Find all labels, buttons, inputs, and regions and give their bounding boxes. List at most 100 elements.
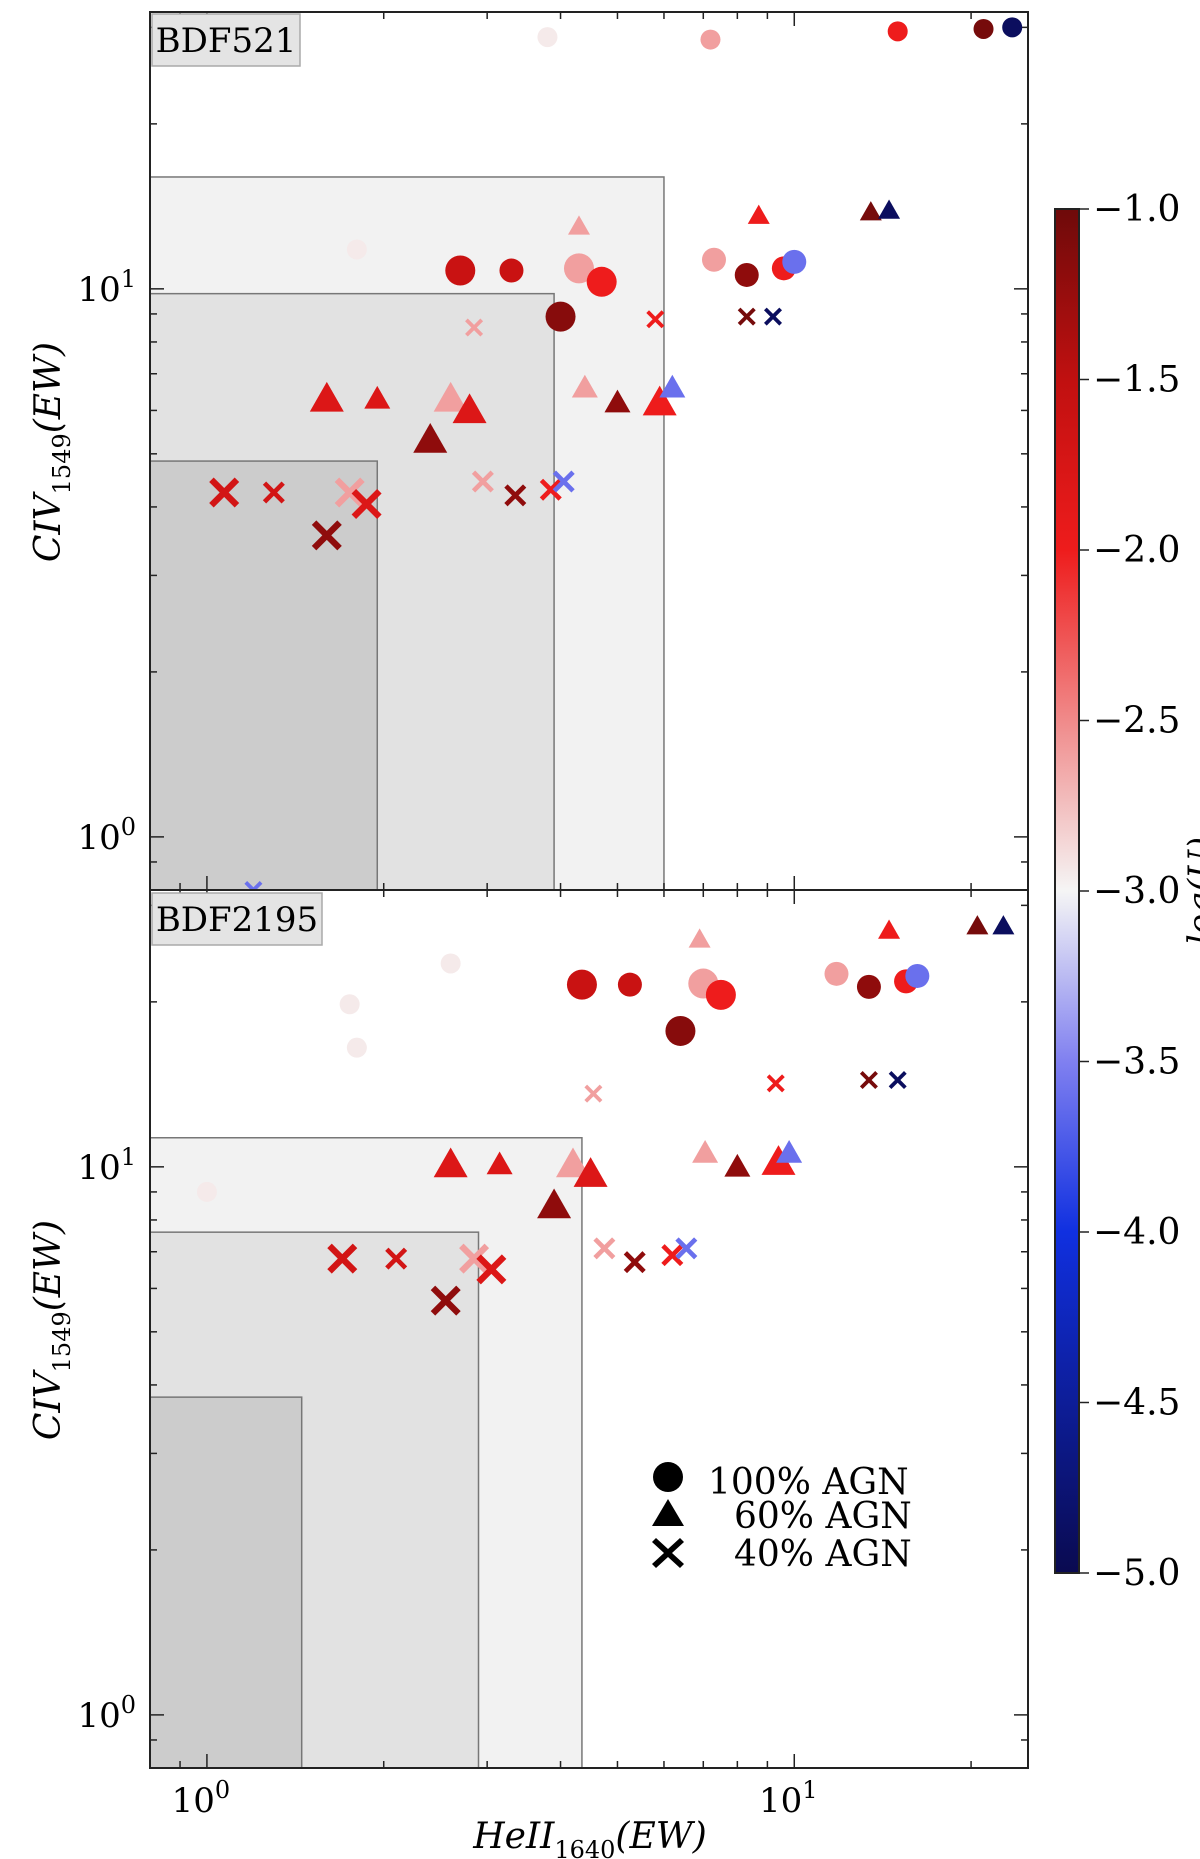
colorbar-tick-label: −1.5 bbox=[1093, 360, 1180, 401]
data-point-circle bbox=[887, 21, 908, 42]
data-point-triangle bbox=[571, 374, 598, 398]
data-point-triangle bbox=[433, 1147, 468, 1178]
data-point-cross bbox=[539, 478, 562, 501]
data-point-cross bbox=[584, 1084, 603, 1103]
data-point-circle bbox=[339, 994, 360, 1015]
data-point-circle bbox=[700, 29, 721, 50]
panel-top-y-tick-labels: 100 101 bbox=[77, 265, 136, 858]
data-point-circle bbox=[617, 972, 642, 997]
data-point-cross bbox=[262, 481, 285, 504]
data-point-cross bbox=[737, 307, 756, 326]
data-point-cross bbox=[471, 470, 494, 493]
x-axis-title: HeII1640(EW) bbox=[472, 1816, 707, 1859]
colorbar-tick-label: −2.0 bbox=[1093, 530, 1180, 571]
panel-top-regions bbox=[150, 176, 665, 890]
data-point-cross bbox=[888, 1071, 907, 1090]
panel-bottom-markers bbox=[196, 915, 1015, 1316]
data-point-cross bbox=[476, 1254, 507, 1285]
data-point-circle bbox=[665, 1015, 696, 1046]
data-point-triangle bbox=[567, 215, 590, 235]
data-point-cross bbox=[675, 1237, 698, 1260]
panel-bottom-y-axis-title: CIV1549(EW) bbox=[28, 1220, 76, 1440]
data-point-triangle bbox=[555, 1147, 590, 1178]
data-point-circle bbox=[824, 961, 849, 986]
region-2 bbox=[150, 1396, 303, 1768]
data-point-triangle bbox=[992, 915, 1015, 935]
colorbar-tick-label: −4.0 bbox=[1093, 1212, 1180, 1253]
data-point-triangle bbox=[573, 1157, 608, 1187]
data-point-circle bbox=[734, 262, 759, 287]
data-point-triangle bbox=[413, 422, 448, 453]
data-point-triangle bbox=[692, 1139, 719, 1163]
panel-top: BDF521 100 101 CIV1549(EW) bbox=[28, 11, 1029, 891]
data-point-cross bbox=[661, 1244, 684, 1267]
colorbar-label: log(U) bbox=[1181, 837, 1200, 945]
panel-bottom-ticks bbox=[149, 890, 1028, 1769]
legend-label-100: 100% AGN bbox=[708, 1462, 909, 1503]
panel-top-ticks bbox=[149, 12, 1028, 891]
y-tick-label: 100 bbox=[77, 813, 136, 858]
data-point-circle bbox=[545, 301, 576, 332]
data-point-cross bbox=[385, 1247, 408, 1270]
data-point-triangle bbox=[724, 1153, 751, 1177]
data-point-circle bbox=[196, 1181, 217, 1202]
x-tick-label: 101 bbox=[759, 1776, 818, 1821]
x-tick-label: 100 bbox=[172, 1776, 231, 1821]
data-point-cross bbox=[766, 1074, 785, 1093]
colorbar-gradient bbox=[1054, 208, 1080, 1574]
legend-triangle-marker bbox=[652, 1499, 684, 1526]
panel-top-y-axis-title: CIV1549(EW) bbox=[28, 342, 76, 562]
data-point-triangle bbox=[859, 201, 882, 221]
data-point-cross bbox=[244, 881, 263, 890]
data-point-triangle bbox=[433, 381, 468, 412]
data-point-circle bbox=[973, 18, 994, 39]
data-point-cross bbox=[859, 1071, 878, 1090]
panel-top-markers bbox=[209, 17, 1023, 890]
data-point-cross bbox=[327, 1243, 358, 1274]
colorbar-tick-label: −1.0 bbox=[1093, 189, 1180, 230]
data-point-circle bbox=[566, 969, 597, 1000]
data-point-circle bbox=[705, 979, 736, 1010]
data-point-circle bbox=[586, 266, 617, 297]
data-point-triangle bbox=[747, 204, 770, 224]
legend-label-40: 40% AGN bbox=[734, 1534, 912, 1575]
data-point-cross bbox=[623, 1251, 646, 1274]
legend-label-60: 60% AGN bbox=[734, 1496, 912, 1537]
data-point-circle bbox=[346, 1037, 367, 1058]
data-point-cross bbox=[764, 307, 783, 326]
legend-circle-marker bbox=[653, 1462, 683, 1492]
legend: 100% AGN 60% AGN 40% AGN bbox=[652, 1462, 912, 1575]
x-tick-labels: 100 101 bbox=[172, 1776, 818, 1821]
data-point-circle bbox=[346, 239, 367, 260]
y-tick-label: 101 bbox=[77, 1143, 136, 1188]
colorbar-tick-label: −4.5 bbox=[1093, 1383, 1180, 1424]
colorbar: −1.0 −1.5 −2.0 −2.5 −3.0 −3.5 −4.0 −4.5 −5.0 log… bbox=[1054, 189, 1200, 1594]
data-point-triangle bbox=[659, 374, 686, 398]
data-point-circle bbox=[782, 249, 807, 274]
data-point-triangle bbox=[364, 385, 391, 409]
data-point-cross bbox=[430, 1285, 461, 1316]
data-point-cross bbox=[351, 488, 382, 519]
data-point-circle bbox=[856, 974, 881, 999]
colorbar-tick-label: −5.0 bbox=[1093, 1553, 1180, 1594]
y-tick-label: 100 bbox=[77, 1691, 136, 1736]
data-point-cross bbox=[209, 477, 240, 508]
data-point-circle bbox=[440, 953, 461, 974]
panel-bottom-regions bbox=[150, 1137, 583, 1768]
data-point-triangle bbox=[309, 381, 344, 412]
data-point-triangle bbox=[642, 385, 677, 416]
panel-top-label-box: BDF521 bbox=[151, 13, 301, 67]
data-point-triangle bbox=[878, 199, 901, 219]
data-point-cross bbox=[311, 520, 342, 551]
data-point-circle bbox=[499, 258, 524, 283]
panel-bottom-label-box: BDF2195 bbox=[151, 892, 323, 946]
panel-bottom-frame bbox=[149, 889, 1029, 1769]
colorbar-ticks: −1.0 −1.5 −2.0 −2.5 −3.0 −3.5 −4.0 −4.5 −5.0 bbox=[1079, 189, 1180, 1594]
data-point-cross bbox=[504, 484, 527, 507]
data-point-circle bbox=[1002, 17, 1023, 38]
data-point-triangle bbox=[688, 928, 711, 948]
data-point-triangle bbox=[604, 389, 631, 413]
panel-bottom-label: BDF2195 bbox=[156, 900, 318, 940]
data-point-cross bbox=[334, 477, 365, 508]
